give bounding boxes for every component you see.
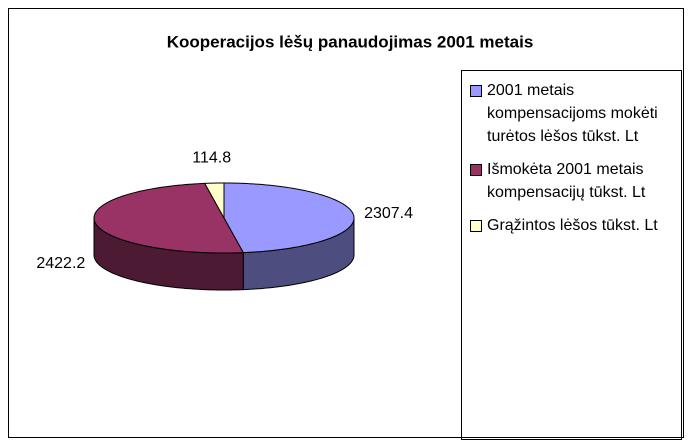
- data-label: 2307.4: [364, 205, 413, 222]
- pie-slice: [223, 182, 355, 254]
- legend-swatch: [470, 85, 482, 97]
- pie-slice: [93, 182, 245, 254]
- legend-item: 2001 metais kompensacijoms mokėti turėto…: [470, 79, 681, 148]
- chart-title: Kooperacijos lėšų panaudojimas 2001 meta…: [167, 32, 534, 51]
- legend-label: Grąžintos lėšos tūkst. Lt: [487, 217, 658, 234]
- pie-slice: [203, 182, 225, 220]
- legend-item: Grąžintos lėšos tūkst. Lt: [470, 214, 681, 237]
- legend: 2001 metais kompensacijoms mokėti turėto…: [461, 70, 682, 440]
- data-label: 2422.2: [36, 255, 85, 272]
- legend-swatch: [470, 220, 482, 232]
- legend-item: Išmokėta 2001 metais kompensacijų tūkst.…: [470, 158, 681, 204]
- data-label: 114.8: [192, 149, 231, 166]
- legend-label: 2001 metais kompensacijoms mokėti turėto…: [487, 82, 658, 145]
- legend-swatch: [470, 164, 482, 176]
- legend-label: Išmokėta 2001 metais kompensacijų tūkst.…: [487, 161, 646, 201]
